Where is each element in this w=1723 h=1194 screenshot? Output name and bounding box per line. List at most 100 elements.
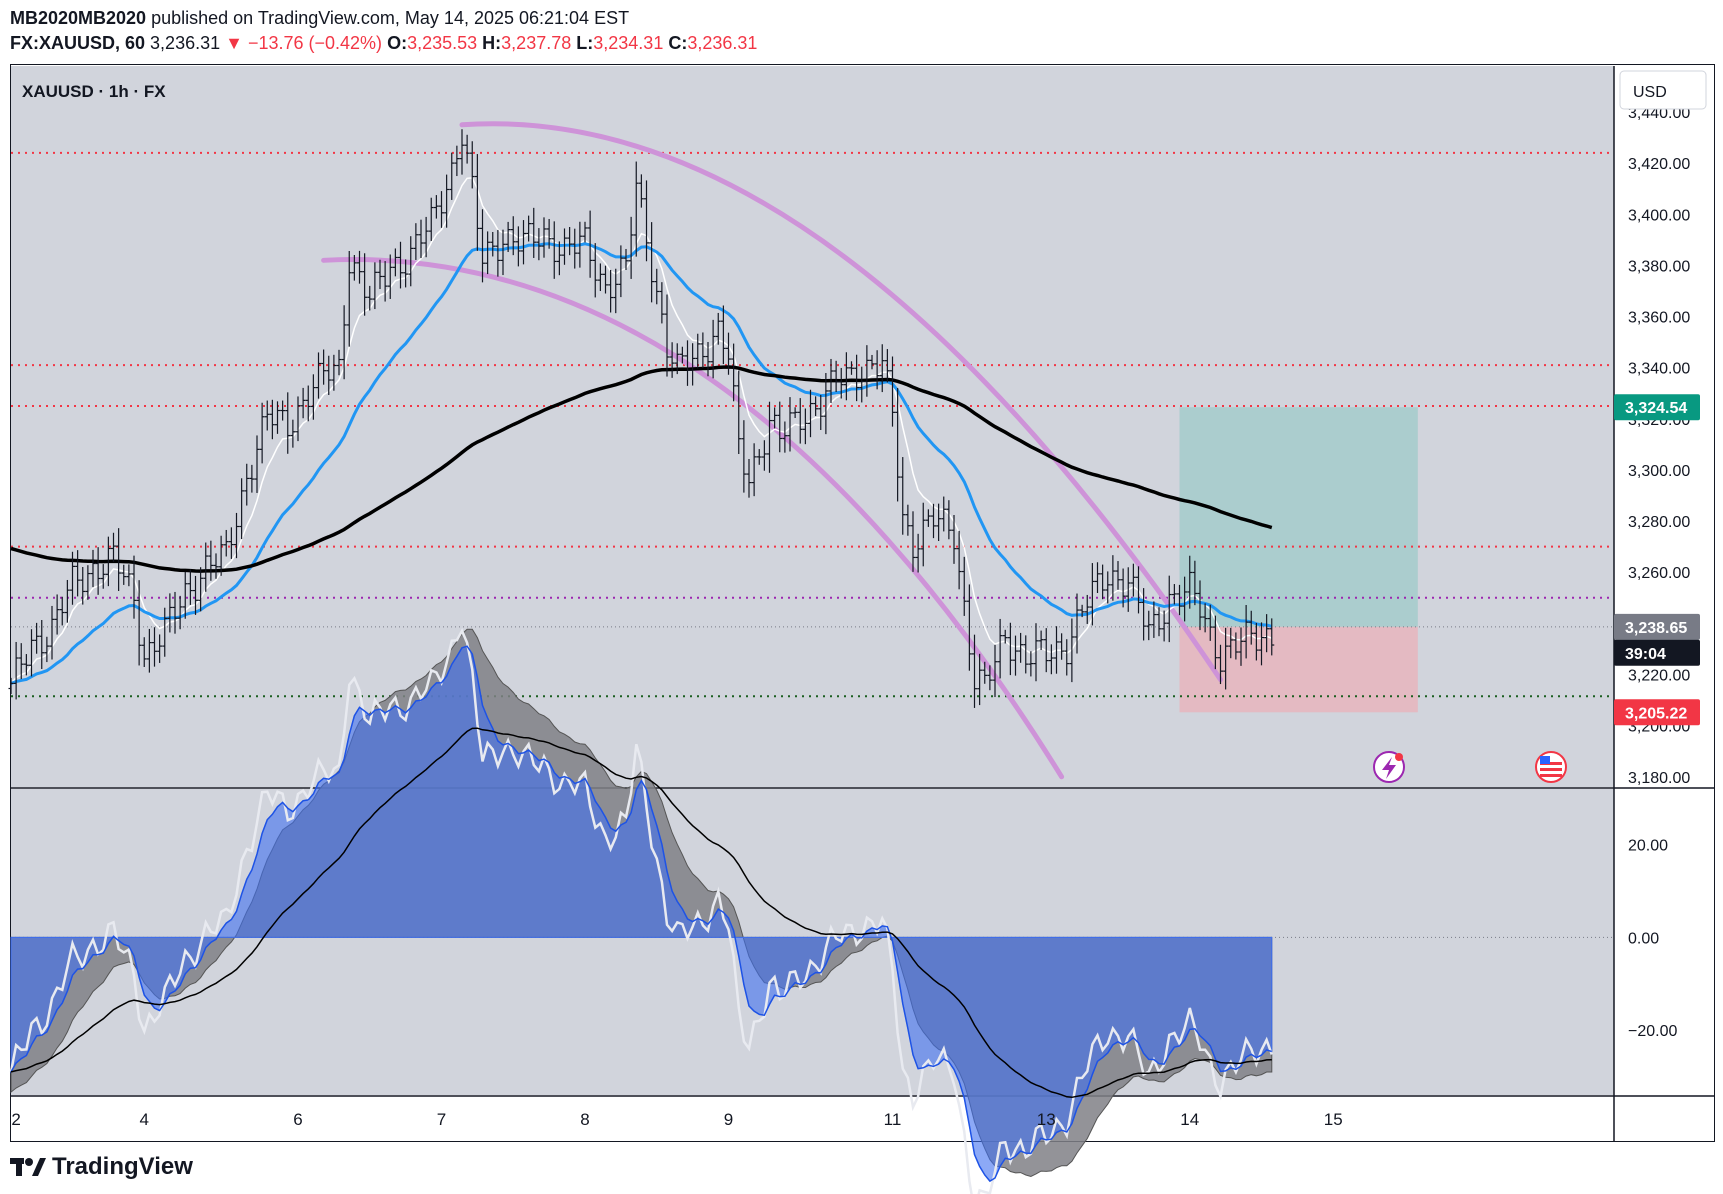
ohlc-bar[interactable] xyxy=(966,584,972,671)
ohlc-bar[interactable] xyxy=(536,228,542,261)
ohlc-bar[interactable] xyxy=(126,564,132,587)
ohlc-bar[interactable] xyxy=(300,387,306,419)
ohlc-bar[interactable] xyxy=(428,197,434,241)
ohlc-bar[interactable] xyxy=(203,542,209,592)
osc-signal-line[interactable] xyxy=(10,645,1273,1183)
ohlc-bar[interactable] xyxy=(310,374,316,420)
osc-fast-line[interactable] xyxy=(9,628,1273,1194)
ohlc-bar[interactable] xyxy=(64,579,70,623)
ohlc-bar[interactable] xyxy=(418,219,424,259)
ohlc-bar[interactable] xyxy=(295,396,301,442)
us-flag-event-icon[interactable] xyxy=(1535,751,1567,783)
ohlc-bar[interactable] xyxy=(1146,610,1152,641)
ohlc-bar[interactable] xyxy=(572,228,578,269)
ohlc-bar[interactable] xyxy=(792,407,798,418)
ohlc-bar[interactable] xyxy=(521,220,526,265)
ohlc-bar[interactable] xyxy=(423,216,429,258)
ohlc-bar[interactable] xyxy=(562,228,567,265)
ohlc-bar[interactable] xyxy=(382,261,388,302)
ohlc-bar[interactable] xyxy=(449,152,455,200)
ohlc-bar[interactable] xyxy=(480,209,485,283)
ohlc-bar[interactable] xyxy=(515,226,521,267)
ohlc-bar[interactable] xyxy=(1064,639,1070,676)
ohlc-bar[interactable] xyxy=(895,387,901,502)
ohlc-bar[interactable] xyxy=(690,343,696,386)
ohlc-bar[interactable] xyxy=(321,349,327,385)
ohlc-bar[interactable] xyxy=(1223,627,1229,690)
upper-channel-arc[interactable] xyxy=(459,121,1223,683)
ohlc-bar[interactable] xyxy=(710,319,716,379)
ohlc-bar[interactable] xyxy=(234,512,239,559)
ohlc-bar[interactable] xyxy=(172,591,178,634)
ohlc-bar[interactable] xyxy=(162,607,168,657)
ohlc-bar[interactable] xyxy=(80,567,86,605)
ohlc-bar[interactable] xyxy=(193,575,198,615)
ohlc-bar[interactable] xyxy=(223,529,229,557)
ohlc-bar[interactable] xyxy=(931,503,936,539)
ohlc-bar[interactable] xyxy=(900,457,906,535)
ohlc-bar[interactable] xyxy=(372,262,378,310)
ohlc-bar[interactable] xyxy=(408,236,414,287)
ohlc-bar[interactable] xyxy=(1079,604,1085,618)
ohlc-bar[interactable] xyxy=(136,580,142,666)
ohlc-bar[interactable] xyxy=(387,254,393,299)
ohlc-bar[interactable] xyxy=(925,509,931,527)
ohlc-bar[interactable] xyxy=(116,528,122,591)
ohlc-bar[interactable] xyxy=(823,373,829,435)
ohlc-bar[interactable] xyxy=(1033,623,1039,682)
ohlc-bar[interactable] xyxy=(1002,629,1008,644)
ohlc-bar[interactable] xyxy=(1264,614,1270,653)
ohlc-bar[interactable] xyxy=(1238,627,1244,666)
ohlc-bar[interactable] xyxy=(761,440,767,471)
ohlc-bar[interactable] xyxy=(1048,644,1054,675)
ohlc-bar[interactable] xyxy=(1110,555,1116,601)
ohlc-bar[interactable] xyxy=(146,628,152,673)
ohlc-bar[interactable] xyxy=(859,366,865,403)
ohlc-bar[interactable] xyxy=(198,567,204,612)
ohlc-bar[interactable] xyxy=(1089,563,1095,626)
ohlc-bar[interactable] xyxy=(213,553,219,579)
ohlc-bar[interactable] xyxy=(39,620,45,670)
ohlc-bar[interactable] xyxy=(592,243,598,298)
ohlc-bar[interactable] xyxy=(490,231,496,257)
ohlc-bar[interactable] xyxy=(152,627,157,667)
ohlc-bar[interactable] xyxy=(608,269,614,313)
ohlc-bar[interactable] xyxy=(141,637,147,667)
ohlc-bar[interactable] xyxy=(1259,622,1264,666)
ohlc-bar[interactable] xyxy=(700,332,706,368)
ohlc-bar[interactable] xyxy=(469,141,475,189)
ohlc-bar[interactable] xyxy=(1151,601,1157,638)
ohlc-bar[interactable] xyxy=(556,241,562,276)
ohlc-bar[interactable] xyxy=(1136,566,1141,614)
ohlc-bar[interactable] xyxy=(941,496,947,532)
ohlc-bar[interactable] xyxy=(362,253,368,316)
ema-mid-line[interactable] xyxy=(10,242,1273,685)
ohlc-bar[interactable] xyxy=(1105,571,1111,604)
ohlc-bar[interactable] xyxy=(1228,627,1234,659)
ohlc-bar[interactable] xyxy=(623,248,629,270)
ohlc-bar[interactable] xyxy=(854,354,860,402)
ohlc-bar[interactable] xyxy=(433,195,439,219)
ohlc-bar[interactable] xyxy=(1253,622,1259,661)
ohlc-bar[interactable] xyxy=(341,305,347,380)
ohlc-bar[interactable] xyxy=(644,180,649,262)
ohlc-bar[interactable] xyxy=(874,350,880,390)
ohlc-bar[interactable] xyxy=(1054,626,1059,674)
ohlc-bar[interactable] xyxy=(413,223,419,260)
ohlc-bar[interactable] xyxy=(567,227,573,256)
ohlc-bar[interactable] xyxy=(264,400,270,431)
ohlc-bar[interactable] xyxy=(1269,618,1275,656)
ohlc-bar[interactable] xyxy=(956,530,962,590)
ohlc-bar[interactable] xyxy=(1013,635,1018,676)
ohlc-bar[interactable] xyxy=(1166,575,1172,643)
ohlc-bar[interactable] xyxy=(1207,604,1213,641)
ohlc-bar[interactable] xyxy=(674,343,680,375)
ohlc-bar[interactable] xyxy=(444,174,450,228)
ohlc-bar[interactable] xyxy=(587,210,593,278)
ohlc-bar[interactable] xyxy=(167,593,173,633)
ohlc-bar[interactable] xyxy=(351,254,357,281)
ohlc-bar[interactable] xyxy=(59,596,65,626)
ohlc-bar[interactable] xyxy=(275,401,280,434)
ohlc-bar[interactable] xyxy=(843,352,849,401)
ohlc-bar[interactable] xyxy=(316,352,321,399)
